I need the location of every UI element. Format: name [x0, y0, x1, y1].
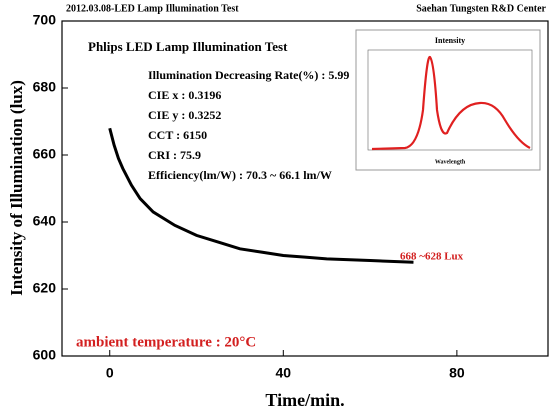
- y-tick-label: 680: [33, 79, 57, 95]
- y-tick-label: 600: [33, 347, 57, 363]
- x-tick-label: 40: [276, 365, 292, 381]
- inset-spectrum: [371, 55, 531, 151]
- info-line: CIE y : 0.3252: [148, 108, 221, 122]
- y-tick-label: 640: [33, 213, 57, 229]
- inset-plot: [367, 49, 533, 151]
- x-axis-label: Time/min.: [265, 390, 344, 410]
- plot-frame: [61, 20, 549, 357]
- info-title: Phlips LED Lamp Illumination Test: [88, 39, 288, 54]
- inset-x-label: Wavelength: [435, 159, 466, 165]
- inset: Intensity Wavelength: [355, 29, 541, 171]
- inset-title: Intensity: [435, 36, 465, 45]
- y-tick-label: 620: [33, 280, 57, 296]
- header-left: 2012.03.08-LED Lamp Illumination Test: [66, 3, 239, 14]
- y-tick-label: 700: [33, 12, 57, 28]
- y-tick-label: 660: [33, 146, 57, 162]
- info-line: CIE x : 0.3196: [148, 88, 221, 102]
- x-tick-label: 80: [449, 365, 465, 381]
- data-line: [108, 127, 414, 264]
- info-line: CRI : 75.9: [148, 148, 201, 162]
- header-right: Saehan Tungsten R&D Center: [416, 3, 546, 14]
- y-axis-label: Intensity of Illumination (lux): [7, 80, 26, 296]
- info-line: Illumination Decreasing Rate(%) : 5.99: [148, 68, 349, 82]
- info-line: Efficiency(lm/W) : 70.3 ~ 66.1 lm/W: [148, 168, 332, 182]
- info-line: CCT : 6150: [148, 128, 207, 142]
- temperature-note: ambient temperature : 20°C: [76, 334, 256, 350]
- range-note: 668 ~628 Lux: [400, 251, 464, 263]
- inset-frame: [355, 29, 541, 171]
- x-tick-label: 0: [106, 365, 114, 381]
